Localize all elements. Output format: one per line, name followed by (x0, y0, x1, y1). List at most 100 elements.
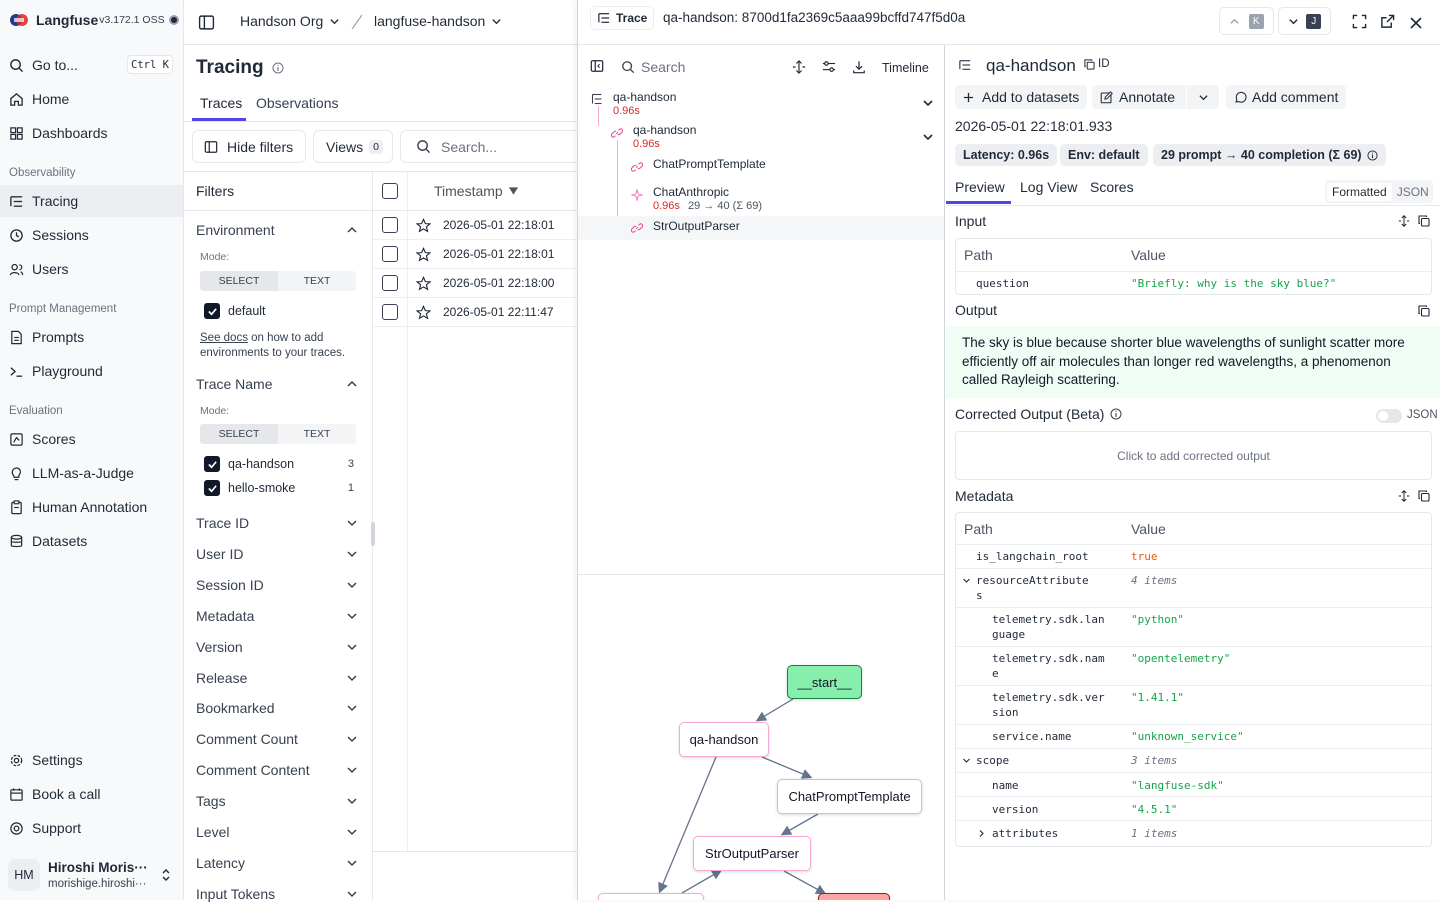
name-option-hello-smoke[interactable]: hello-smoke 1 (204, 480, 354, 496)
filter-release[interactable]: Release (196, 670, 358, 686)
checkbox-checked-icon[interactable] (204, 480, 220, 496)
copy-icon[interactable] (1418, 490, 1430, 502)
resize-handle[interactable] (371, 522, 375, 546)
sidebar-item-support[interactable]: Support (0, 812, 183, 844)
filter-session-id[interactable]: Session ID (196, 577, 358, 593)
tree-node-root[interactable]: qa-handson 0.96s (578, 88, 944, 122)
star-icon[interactable] (416, 275, 431, 291)
json-toggle-switch[interactable] (1376, 409, 1402, 423)
chevron-down-icon[interactable] (962, 756, 971, 765)
sidebar-item-tracing[interactable]: Tracing (0, 185, 183, 217)
sidebar-item-book-call[interactable]: Book a call (0, 778, 183, 810)
tab-scores[interactable]: Scores (1090, 179, 1134, 195)
table-row[interactable]: 2026-05-01 22:11:47 (373, 298, 577, 327)
filter-version[interactable]: Version (196, 639, 358, 655)
tree-node-chain[interactable]: qa-handson 0.96s (578, 122, 944, 156)
tree-node-prompt-template[interactable]: ChatPromptTemplate (578, 156, 944, 182)
external-link-icon[interactable] (1380, 14, 1395, 29)
graph-node-prompt-template[interactable]: ChatPromptTemplate (777, 779, 922, 814)
sidebar-item-llm-judge[interactable]: LLM-as-a-Judge (0, 457, 183, 489)
star-icon[interactable] (416, 304, 431, 320)
row-checkbox[interactable] (382, 217, 398, 233)
sidebar-item-settings[interactable]: Settings (0, 744, 183, 776)
column-timestamp[interactable]: Timestamp (434, 183, 519, 199)
copy-icon[interactable] (1418, 215, 1430, 227)
graph-node-root[interactable]: qa-handson (679, 722, 769, 757)
info-icon[interactable] (1367, 149, 1378, 161)
app-logo[interactable]: Langfuse v3.172.1 OSS (10, 12, 179, 28)
checkbox-checked-icon[interactable] (204, 456, 220, 472)
row-checkbox[interactable] (382, 275, 398, 291)
corrected-output-input[interactable]: Click to add corrected output (955, 431, 1432, 480)
timeline-toggle[interactable]: Timeline (882, 61, 929, 75)
filter-input-tokens[interactable]: Input Tokens (196, 886, 358, 902)
annotate-dropdown-button[interactable] (1187, 85, 1219, 109)
tree-node-parser[interactable]: StrOutputParser (578, 216, 944, 240)
filter-comment-content[interactable]: Comment Content (196, 762, 358, 778)
tab-log-view[interactable]: Log View (1020, 179, 1078, 195)
sidebar-item-prompts[interactable]: Prompts (0, 321, 183, 353)
graph-node-end[interactable] (818, 893, 890, 900)
table-row[interactable]: scope 3 items (956, 748, 1431, 772)
chevron-down-icon[interactable] (922, 131, 934, 143)
settings-sliders-icon[interactable] (822, 60, 836, 74)
panel-left-icon[interactable] (590, 59, 604, 73)
tab-traces[interactable]: Traces (200, 95, 243, 111)
select-all-checkbox[interactable] (382, 183, 398, 199)
info-icon[interactable] (272, 62, 284, 74)
sidebar-item-datasets[interactable]: Datasets (0, 525, 183, 557)
copy-icon[interactable] (1418, 305, 1430, 317)
filter-user-id[interactable]: User ID (196, 546, 358, 562)
next-trace-button[interactable]: J (1278, 7, 1331, 35)
graph-node-parser[interactable]: StrOutputParser (693, 836, 811, 871)
add-comment-button[interactable]: Add comment (1226, 85, 1347, 109)
expand-all-icon[interactable] (792, 60, 806, 74)
sidebar-toggle-icon[interactable] (198, 14, 215, 31)
table-row[interactable]: attributes 1 items (956, 820, 1431, 847)
chevron-down-icon[interactable] (962, 576, 971, 585)
toggle-formatted[interactable]: Formatted (1327, 182, 1392, 201)
toggle-json[interactable]: JSON (1396, 184, 1429, 199)
info-icon[interactable] (1110, 408, 1122, 420)
search-input[interactable]: Search... (400, 130, 577, 163)
filter-trace-id[interactable]: Trace ID (196, 515, 358, 531)
filter-bookmarked[interactable]: Bookmarked (196, 700, 358, 716)
maximize-icon[interactable] (1352, 14, 1367, 29)
row-checkbox[interactable] (382, 246, 398, 262)
expand-icon[interactable] (1398, 215, 1410, 227)
filter-tags[interactable]: Tags (196, 793, 358, 809)
prev-trace-button[interactable]: K (1219, 7, 1274, 35)
sidebar-item-sessions[interactable]: Sessions (0, 219, 183, 251)
goto-button[interactable]: Go to... Ctrl K (0, 49, 183, 81)
star-icon[interactable] (416, 217, 431, 233)
sidebar-item-playground[interactable]: Playground (0, 355, 183, 387)
chevron-right-icon[interactable] (977, 829, 986, 838)
copy-id-button[interactable]: ID (1084, 58, 1110, 70)
download-icon[interactable] (852, 60, 866, 74)
tree-search-input[interactable]: Search (621, 59, 685, 75)
sidebar-item-users[interactable]: Users (0, 253, 183, 285)
table-row[interactable]: 2026-05-01 22:18:01 (373, 211, 577, 240)
mode-select-option[interactable]: SELECT (200, 271, 278, 291)
row-checkbox[interactable] (382, 304, 398, 320)
mode-select-option[interactable]: SELECT (200, 424, 278, 444)
chevron-down-icon[interactable] (922, 97, 934, 109)
filter-latency[interactable]: Latency (196, 855, 358, 871)
filter-metadata[interactable]: Metadata (196, 608, 358, 624)
sidebar-item-human-annotation[interactable]: Human Annotation (0, 491, 183, 523)
tab-observations[interactable]: Observations (256, 95, 339, 111)
filter-environment[interactable]: Environment (196, 222, 358, 238)
filter-trace-name[interactable]: Trace Name (196, 376, 358, 392)
mode-text-option[interactable]: TEXT (278, 271, 356, 291)
tab-preview[interactable]: Preview (955, 179, 1005, 195)
see-docs-link[interactable]: See docs (200, 332, 248, 344)
star-icon[interactable] (416, 246, 431, 262)
hide-filters-button[interactable]: Hide filters (192, 130, 306, 163)
org-switcher[interactable]: Handson Org (240, 13, 340, 29)
env-option-default[interactable]: default (204, 303, 266, 319)
checkbox-checked-icon[interactable] (204, 303, 220, 319)
add-to-datasets-button[interactable]: Add to datasets (955, 85, 1088, 109)
user-menu[interactable]: HM Hiroshi Moris··· morishige.hiroshi··· (0, 853, 183, 900)
sidebar-item-dashboards[interactable]: Dashboards (0, 117, 183, 149)
table-row[interactable]: resourceAttribute s 4 items (956, 568, 1431, 607)
